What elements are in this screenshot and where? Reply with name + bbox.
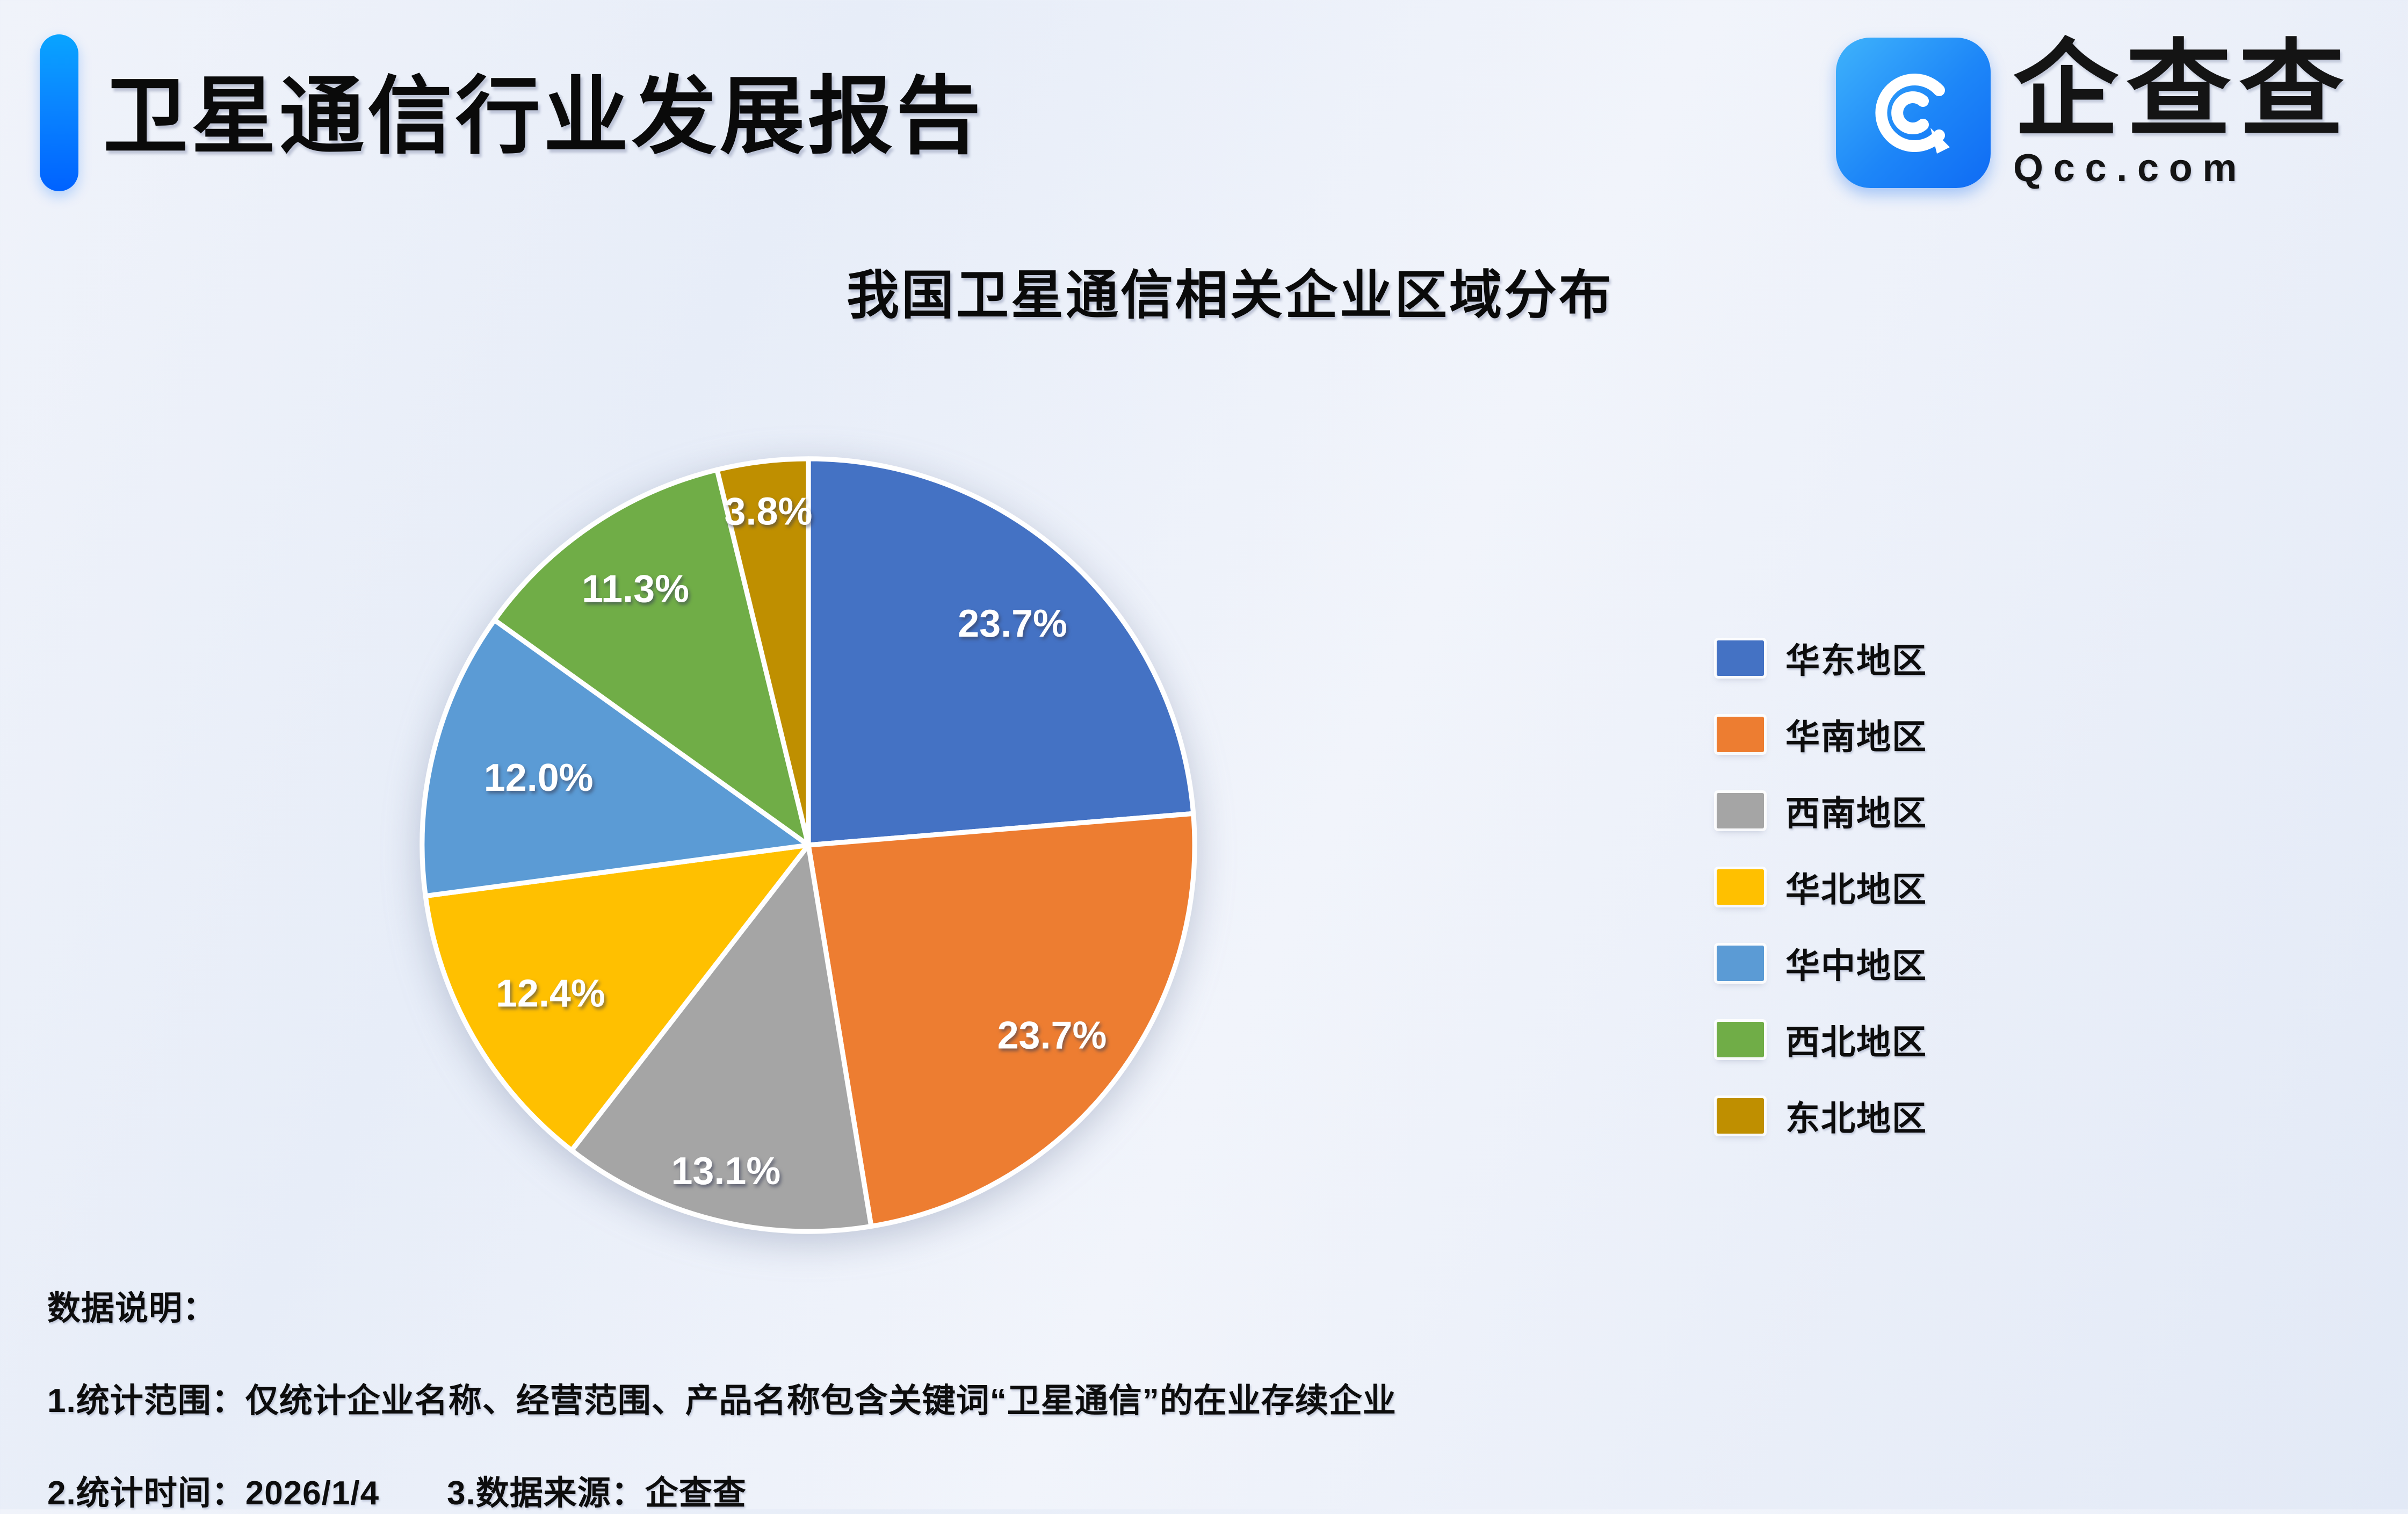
notes-heading: 数据说明： bbox=[47, 1290, 217, 1327]
pie-slice-label: 12.0% bbox=[484, 756, 594, 799]
legend-item-西北地区: 西北地区 bbox=[1717, 1019, 1927, 1062]
pie-chart: 23.7% 23.7% 13.1% 12.4% 12.0% 11.3% 3.8% bbox=[397, 434, 1219, 1256]
legend-label: 华北地区 bbox=[1785, 870, 1927, 909]
page-title: 卫星通信行业发展报告 bbox=[103, 69, 984, 164]
pie-slice-label: 12.4% bbox=[496, 972, 605, 1015]
legend-label: 华中地区 bbox=[1785, 947, 1927, 985]
note-line-2: 2.统计时间：2026/1/4 3.数据来源：企查查 bbox=[47, 1475, 747, 1512]
qcc-q-icon bbox=[1875, 74, 1950, 154]
legend-label: 东北地区 bbox=[1785, 1099, 1927, 1138]
pie-slice-华中地区 bbox=[420, 617, 811, 899]
legend-swatch bbox=[1717, 1022, 1764, 1057]
pie-slice-西南地区 bbox=[569, 842, 874, 1234]
legend-label: 西南地区 bbox=[1785, 794, 1927, 833]
pie-slice-label: 11.3% bbox=[582, 568, 689, 611]
qcc-logo: 企查查 Qcc.com bbox=[1836, 38, 2352, 190]
qcc-logo-icon bbox=[1836, 38, 1991, 188]
title-accent-bar bbox=[40, 34, 78, 191]
legend-swatch bbox=[1717, 869, 1764, 905]
legend-item-西南地区: 西南地区 bbox=[1717, 790, 1927, 833]
data-notes: 数据说明： 1.统计范围：仅统计企业名称、经营范围、产品名称包含关键词“卫星通信… bbox=[47, 1281, 1397, 1514]
legend-item-华北地区: 华北地区 bbox=[1717, 866, 1927, 909]
legend-item-华中地区: 华中地区 bbox=[1717, 942, 1927, 985]
legend-item-东北地区: 东北地区 bbox=[1717, 1095, 1927, 1138]
pie-slice-label: 23.7% bbox=[958, 602, 1067, 645]
pie-slice-label: 23.7% bbox=[997, 1014, 1107, 1057]
legend-item-华南地区: 华南地区 bbox=[1717, 713, 1927, 756]
pie-svg: 23.7% 23.7% 13.1% 12.4% 12.0% 11.3% 3.8% bbox=[420, 456, 1197, 1234]
legend-label: 华东地区 bbox=[1785, 641, 1927, 680]
chart-legend: 华东地区华南地区西南地区华北地区华中地区西北地区东北地区 bbox=[1717, 637, 1927, 1138]
pie-slice-西北地区 bbox=[491, 467, 811, 848]
legend-item-华东地区: 华东地区 bbox=[1717, 637, 1927, 680]
pie-slice-华东地区 bbox=[806, 456, 1196, 848]
pie-slice-华北地区 bbox=[423, 842, 811, 1153]
legend-swatch bbox=[1717, 717, 1764, 752]
legend-swatch bbox=[1717, 640, 1764, 676]
brand-name: 企查查 bbox=[2013, 31, 2352, 149]
legend-swatch bbox=[1717, 1098, 1764, 1134]
pie-slice-label: 13.1% bbox=[671, 1150, 780, 1193]
legend-label: 华南地区 bbox=[1785, 718, 1927, 756]
brand-domain: Qcc.com bbox=[2013, 147, 2247, 190]
legend-label: 西北地区 bbox=[1785, 1023, 1927, 1062]
pie-slice-华南地区 bbox=[806, 811, 1197, 1229]
qcc-logo-text: 企查查 Qcc.com bbox=[2013, 38, 2352, 190]
pie-slice-label: 3.8% bbox=[725, 490, 813, 533]
pie-slice-东北地区 bbox=[714, 456, 811, 848]
legend-swatch bbox=[1717, 793, 1764, 828]
note-line-1: 1.统计范围：仅统计企业名称、经营范围、产品名称包含关键词“卫星通信”的在业存续… bbox=[47, 1382, 1397, 1419]
legend-swatch bbox=[1717, 946, 1764, 981]
chart-title: 我国卫星通信相关企业区域分布 bbox=[846, 265, 1614, 325]
